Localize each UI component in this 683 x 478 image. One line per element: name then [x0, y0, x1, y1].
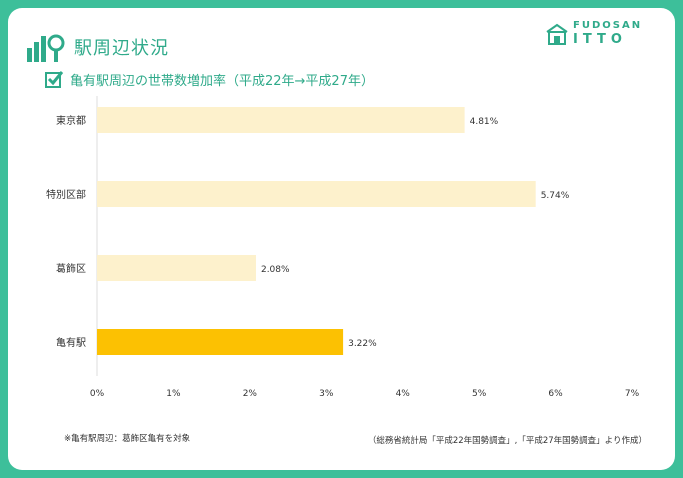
category-label: 特別区部 — [46, 188, 86, 201]
x-tick-label: 3% — [319, 389, 334, 399]
data-label: 5.74% — [541, 191, 570, 201]
data-label: 4.81% — [470, 117, 499, 127]
source-note: （総務省統計局「平成22年国勢調査」,「平成27年国勢調査」より作成） — [367, 436, 647, 446]
brand-name-bottom: ITTO — [573, 32, 627, 47]
x-tick-label: 0% — [90, 389, 105, 399]
bar — [97, 107, 465, 133]
footnote: ※亀有駅周辺：葛飾区亀有を対象 — [64, 434, 191, 444]
data-label: 3.22% — [348, 339, 377, 349]
chart-title: 亀有駅周辺の世帯数増加率（平成22年→平成27年） — [70, 74, 374, 89]
section-title: 駅周辺状況 — [74, 38, 169, 59]
category-label: 葛飾区 — [56, 262, 86, 275]
brand-name-top: FUDOSAN — [573, 20, 643, 31]
category-label: 東京都 — [56, 114, 86, 127]
bar-chart-magnifier-icon — [27, 34, 65, 62]
card: 駅周辺状況 FUDOSAN ITTO 亀有駅周辺の世帯数増加率（平成22年→平成… — [8, 8, 675, 470]
chart: 東京都 4.81% 特別区部 5.74% 葛飾区 2.08% 亀有駅 3.22% 0% 1% 2% 3… — [46, 96, 640, 399]
checkbox-check-icon — [45, 71, 64, 88]
house-logo-icon — [546, 23, 568, 45]
bar — [97, 181, 536, 207]
brand-logo: FUDOSAN ITTO — [545, 20, 657, 48]
x-tick-label: 6% — [548, 389, 563, 399]
x-tick-label: 7% — [625, 389, 640, 399]
bar — [97, 329, 344, 355]
x-tick-label: 1% — [166, 389, 181, 399]
x-tick-label: 5% — [472, 389, 487, 399]
data-label: 2.08% — [261, 265, 290, 275]
x-tick-label: 2% — [243, 389, 258, 399]
bar — [97, 255, 256, 281]
x-tick-label: 4% — [396, 389, 411, 399]
category-label: 亀有駅 — [56, 336, 86, 349]
